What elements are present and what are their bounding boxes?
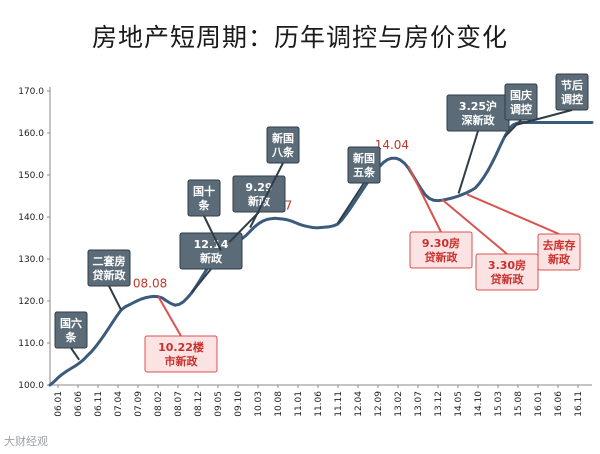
callout-text: 贷新政 <box>491 272 525 286</box>
callout-text: 五条 <box>353 165 376 179</box>
callout-text: 贷新政 <box>425 250 459 264</box>
x-tick-label: 09.05 <box>214 391 224 417</box>
callout-text: 二套房 <box>93 254 126 268</box>
x-tick-label: 13.12 <box>434 391 444 417</box>
callout-text: 调控 <box>561 92 583 106</box>
x-tick-label: 12.04 <box>354 391 364 417</box>
callout-text: 新政 <box>200 251 223 265</box>
x-tick-label: 16.06 <box>554 391 564 417</box>
x-tick-label: 08.02 <box>154 391 164 417</box>
callout-text: 新国 <box>272 131 294 145</box>
callout-box <box>179 232 243 270</box>
callout-pointer <box>407 166 442 233</box>
callout-text: 调控 <box>510 102 532 116</box>
callout-box <box>409 231 473 269</box>
callout-box <box>87 249 131 287</box>
x-tick-label: 10.03 <box>254 391 264 417</box>
x-tick-label: 14.05 <box>454 391 464 417</box>
y-tick-label: 120.0 <box>18 297 44 307</box>
x-tick-label: 08.12 <box>194 391 204 417</box>
callout-box <box>266 126 300 164</box>
x-tick-label: 12.09 <box>374 391 384 417</box>
callout-pointer <box>203 215 222 252</box>
callout-text: 新政 <box>548 252 571 266</box>
y-tick-label: 110.0 <box>18 339 44 349</box>
x-tick-label: 06.11 <box>94 391 104 417</box>
callout-text: 3.30房 <box>488 258 526 272</box>
callout-pointer <box>516 109 573 126</box>
callout-text: 3.25沪 <box>459 99 497 113</box>
callout-box <box>144 335 218 373</box>
callout-text: 国庆 <box>510 88 532 102</box>
x-tick-label: 08.07 <box>174 391 184 417</box>
callout-text: 国十 <box>193 184 215 198</box>
callout-text: 国六 <box>60 316 82 330</box>
peak-label: 14.04 <box>375 138 409 152</box>
x-tick-label: 11.06 <box>314 391 324 417</box>
x-tick-label: 11.11 <box>334 391 344 417</box>
x-tick-label: 10.08 <box>274 391 284 417</box>
callout-pointer <box>108 285 122 310</box>
callout-pointer <box>336 182 365 224</box>
callout-text: 市新政 <box>165 354 199 368</box>
callout-text: 12.14 <box>194 238 229 251</box>
callout-text: 9.30房 <box>422 236 460 250</box>
callout-text: 条 <box>198 198 211 212</box>
x-tick-label: 06.06 <box>74 391 84 417</box>
y-tick-label: 150.0 <box>18 171 44 181</box>
x-tick-label: 13.02 <box>394 391 404 417</box>
callout-text: 去库存 <box>543 238 576 252</box>
callout-box <box>537 233 581 271</box>
callout-text: 条 <box>65 330 78 344</box>
peak-label: 08.08 <box>133 276 167 290</box>
watermark: 大财经观 <box>4 435 48 448</box>
callout-pointer <box>157 296 182 337</box>
callout-pointer <box>457 130 479 194</box>
callout-pointer <box>190 268 212 294</box>
x-tick-label: 16.11 <box>574 391 584 417</box>
callout-text: 深新政 <box>462 113 496 127</box>
callout-pointer <box>249 162 284 228</box>
callout-text: 节后 <box>561 78 583 92</box>
callout-box <box>347 146 381 184</box>
callout-box <box>475 253 539 291</box>
callout-box <box>187 179 221 217</box>
callout-pointer <box>441 198 508 255</box>
x-tick-label: 16.01 <box>534 391 544 417</box>
y-tick-label: 100.0 <box>18 381 44 391</box>
x-tick-label: 11.01 <box>294 391 304 417</box>
series-line <box>48 121 594 387</box>
callout-text: 9.29 <box>245 181 272 194</box>
x-tick-label: 15.03 <box>494 391 504 417</box>
y-tick-label: 160.0 <box>18 129 44 139</box>
y-tick-label: 170.0 <box>18 87 44 97</box>
callout-pointer <box>228 211 260 243</box>
callout-text: 八条 <box>271 145 295 159</box>
callout-text: 10.22楼 <box>158 340 204 354</box>
x-tick-label: 07.04 <box>114 391 124 417</box>
x-tick-label: 14.10 <box>474 391 484 417</box>
callout-box <box>555 73 589 111</box>
x-tick-label: 06.01 <box>54 391 64 417</box>
callout-text: 新国 <box>353 151 375 165</box>
chart-title: 房地产短周期：历年调控与房价变化 <box>91 23 508 52</box>
callout-pointer <box>70 347 81 361</box>
x-tick-label: 07.09 <box>134 391 144 417</box>
x-tick-label: 13.07 <box>414 391 424 417</box>
callout-box <box>504 83 538 121</box>
y-tick-label: 130.0 <box>18 255 44 265</box>
x-tick-label: 15.08 <box>514 391 524 417</box>
y-tick-label: 140.0 <box>18 213 44 223</box>
callout-pointer <box>503 119 522 138</box>
x-tick-label: 09.10 <box>234 391 244 417</box>
callout-pointer <box>466 193 560 235</box>
callout-text: 新政 <box>248 194 271 208</box>
callout-text: 贷新政 <box>93 268 127 282</box>
callout-box <box>54 311 88 349</box>
